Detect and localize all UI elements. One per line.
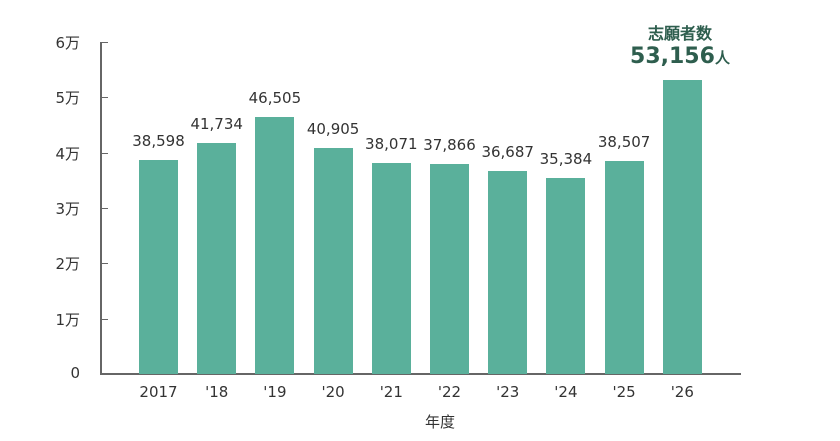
x-tick-label: '22 — [437, 383, 462, 401]
x-tick-label: 2017 — [139, 383, 178, 401]
x-tick-label: '25 — [612, 383, 636, 401]
bar — [139, 160, 178, 374]
bar — [546, 178, 586, 374]
y-tick-label: 1万 — [55, 310, 80, 329]
y-tick — [101, 97, 108, 99]
x-tick-label: '18 — [205, 383, 229, 401]
value-label: 38,507 — [597, 132, 651, 151]
y-tick-label: 0 — [70, 364, 80, 382]
bar — [313, 147, 353, 374]
y-tick-label: 6万 — [55, 34, 80, 52]
bar — [662, 79, 702, 374]
bar — [430, 164, 469, 374]
bar — [255, 116, 295, 374]
x-tick-label: '21 — [379, 383, 403, 401]
bar — [197, 143, 237, 374]
x-tick-label: '19 — [263, 383, 287, 401]
y-tick-label: 3万 — [55, 200, 80, 218]
callout-title: 志願者数 — [647, 24, 712, 43]
bar — [604, 160, 644, 374]
value-label: 35,384 — [539, 150, 593, 169]
value-label: 38,071 — [365, 135, 418, 154]
x-axis — [100, 373, 741, 375]
x-tick-label: '24 — [554, 383, 578, 401]
x-tick-label: '26 — [670, 383, 694, 401]
y-tick — [101, 208, 108, 209]
x-tick-label: '23 — [496, 383, 520, 401]
y-tick-label: 2万 — [55, 255, 80, 274]
y-tick — [101, 318, 108, 320]
bar — [488, 170, 528, 374]
y-tick — [101, 263, 108, 265]
value-label: 41,734 — [190, 115, 243, 134]
y-tick — [101, 42, 108, 43]
y-tick-label: 5万 — [55, 89, 80, 108]
callout-unit: 人 — [714, 49, 730, 67]
callout-number: 53,156 — [630, 44, 715, 69]
value-label: 38,598 — [132, 132, 185, 151]
callout-value: 53,156人 — [620, 44, 740, 69]
value-label: 36,687 — [481, 142, 534, 161]
value-label: 40,905 — [306, 119, 360, 138]
bar — [371, 163, 411, 374]
value-label: 46,505 — [248, 88, 302, 107]
x-axis-title: 年度 — [424, 413, 455, 431]
x-tick-label: '20 — [321, 383, 345, 401]
y-tick-label: 4万 — [55, 144, 80, 163]
y-tick — [101, 152, 108, 154]
value-label: 37,866 — [423, 136, 476, 155]
